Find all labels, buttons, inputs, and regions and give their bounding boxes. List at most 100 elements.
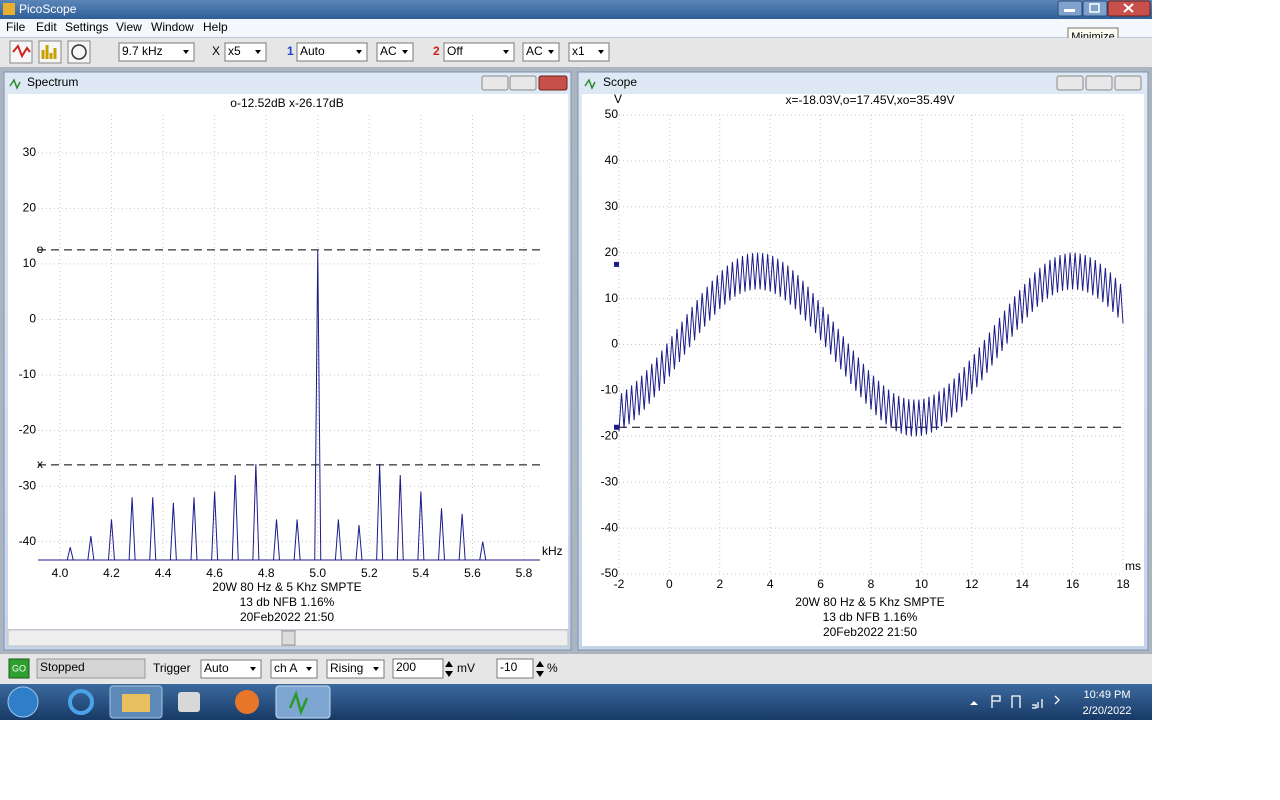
ch2-multiplier-arrow	[598, 50, 604, 54]
caption-line: 13 db NFB 1.16%	[240, 595, 335, 609]
timebase-box[interactable]	[118, 42, 195, 62]
spectrum-peak	[66, 547, 74, 561]
go-button[interactable]	[8, 658, 30, 679]
menu-bar	[0, 19, 1152, 37]
menu-item[interactable]: Window	[151, 20, 194, 34]
trigger-edge: Rising	[330, 661, 363, 675]
x-tick-label: 4.6	[206, 566, 223, 580]
spectrum-icon	[9, 78, 21, 90]
timebase-arrow	[183, 50, 189, 54]
spectrum-peak	[211, 491, 219, 561]
x-tick-label: 5.6	[464, 566, 481, 580]
spectrum-peak	[107, 519, 115, 561]
spectrum-maximize[interactable]	[509, 75, 537, 91]
x-tick-label: 4.8	[258, 566, 275, 580]
x-tick-label: 5.8	[516, 566, 533, 580]
x-tick-label: 12	[965, 577, 979, 591]
spectrum-peak	[190, 497, 198, 561]
minimize-button[interactable]	[1057, 0, 1083, 17]
pretrigger-box[interactable]	[496, 658, 534, 679]
scope-trace	[618, 252, 1124, 437]
trigger-mode: Auto	[204, 661, 229, 675]
menu-item[interactable]: Settings	[65, 20, 108, 34]
ch1-coupling-box[interactable]	[376, 42, 414, 62]
ch2-coupling: AC	[526, 44, 543, 58]
caption-line: 20W 80 Hz & 5 Khz SMPTE	[212, 580, 361, 594]
scope-title: Scope	[603, 75, 637, 89]
spectrum-title: Spectrum	[27, 75, 78, 89]
trigger-mode-arrow	[250, 667, 256, 671]
x-tick-label: 10	[915, 577, 929, 591]
zoom-box[interactable]	[224, 42, 267, 62]
ch1-coupling-arrow	[402, 50, 408, 54]
status-bar	[0, 654, 1152, 684]
pretrigger-spinner[interactable]	[536, 661, 544, 677]
taskbar	[0, 684, 1152, 720]
level-spinner[interactable]	[445, 661, 453, 677]
picoscope-task-icon	[288, 690, 309, 716]
scope-minimize[interactable]	[1056, 75, 1084, 91]
spectrum-peak	[149, 497, 157, 561]
meter-mode-button[interactable]	[67, 40, 91, 64]
spectrum-peak	[87, 536, 95, 561]
zoom-arrow	[255, 50, 261, 54]
trigger-edge-box[interactable]	[326, 659, 385, 679]
trigger-label: Trigger	[153, 661, 191, 675]
spectrum-peak	[314, 249, 322, 561]
ch1-range-arrow	[356, 50, 362, 54]
meter-mode-glyph	[71, 44, 87, 60]
minimize-glyph	[1064, 9, 1075, 12]
y-tick-label: -10	[19, 367, 37, 381]
level-box[interactable]	[392, 658, 444, 679]
trigger-level: 200	[396, 660, 416, 674]
ch2-multiplier-box[interactable]	[568, 42, 610, 62]
trigger-mode-box[interactable]	[200, 659, 262, 679]
tray-glyphs	[991, 695, 1060, 709]
spectrum-scroll-thumb[interactable]	[281, 630, 296, 646]
y-tick-label: 10	[605, 291, 619, 305]
menu-item[interactable]: File	[6, 20, 26, 34]
y-tick-label: 20	[605, 245, 619, 259]
spectrum-minimize[interactable]	[481, 75, 509, 91]
scope-maximize[interactable]	[1085, 75, 1113, 91]
menu-item[interactable]: Edit	[36, 20, 57, 34]
spectrum-peak	[438, 508, 446, 561]
spectrum-close[interactable]	[538, 75, 568, 91]
y-tick-label: -30	[601, 474, 619, 488]
ch2-multiplier: x1	[572, 44, 585, 58]
ch2-coupling-box[interactable]	[522, 42, 560, 62]
marker-square	[614, 261, 619, 267]
ch2-range-box[interactable]	[443, 42, 515, 62]
channel-2-label: 2	[433, 44, 440, 58]
x-tick-label: 14	[1016, 577, 1030, 591]
picoscope-task[interactable]	[275, 685, 331, 719]
ch2-range: Off	[447, 44, 463, 58]
menu-item[interactable]: Help	[203, 20, 228, 34]
trigger-channel-box[interactable]	[270, 659, 318, 679]
ie-icon	[68, 689, 94, 715]
spectrum-peak	[376, 463, 384, 561]
maximize-button[interactable]	[1082, 0, 1108, 17]
spectrum-peak	[169, 502, 177, 561]
channel-1-label: 1	[287, 44, 294, 58]
y-tick-label: 50	[605, 107, 619, 121]
scope-close[interactable]	[1114, 75, 1142, 91]
x-tick-label: 5.0	[309, 566, 326, 580]
y-tick-label: -30	[19, 478, 37, 492]
x-tick-label: 4.2	[103, 566, 120, 580]
start-button[interactable]	[7, 686, 39, 718]
x-tick-label: 5.4	[413, 566, 430, 580]
ch2-range-arrow	[503, 50, 509, 54]
x-tick-label: -2	[614, 577, 625, 591]
firefox-icon[interactable]	[235, 690, 259, 714]
ch1-range-box[interactable]	[296, 42, 368, 62]
tray-expand[interactable]	[970, 701, 978, 705]
menu: File Edit Settings View Window Help	[6, 20, 228, 34]
menu-item[interactable]: View	[116, 20, 142, 34]
readout: x=-18.03V,o=17.45V,xo=35.49V	[786, 93, 955, 107]
state: Stopped	[40, 660, 85, 674]
trigger-channel-arrow	[306, 667, 312, 671]
media-icon[interactable]	[178, 692, 200, 712]
